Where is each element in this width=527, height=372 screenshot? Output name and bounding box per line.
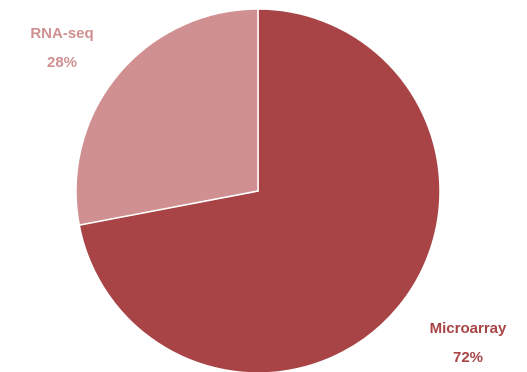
slice-label-microarray-name: Microarray <box>430 320 507 337</box>
pie-slice-microarray <box>78 8 441 372</box>
slice-label-microarray: Microarray 72% <box>430 320 507 366</box>
slice-label-rna-seq-name: RNA-seq <box>30 25 93 42</box>
slice-label-rna-seq: RNA-seq 28% <box>30 25 93 71</box>
slice-label-rna-seq-value: 28% <box>47 54 77 71</box>
pie-slices <box>75 8 441 372</box>
pie-slice-rna-seq <box>75 8 259 226</box>
slice-label-microarray-value: 72% <box>453 349 483 366</box>
